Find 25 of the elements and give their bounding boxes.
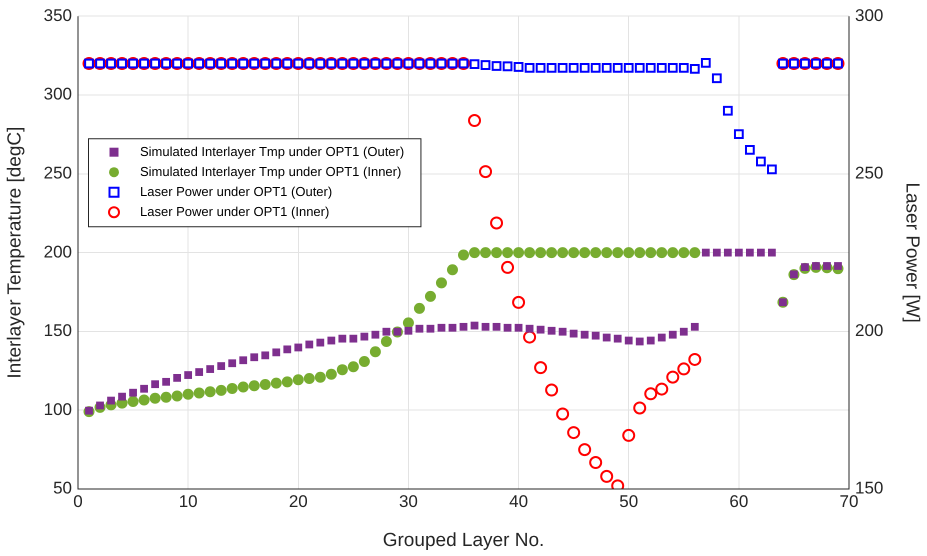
x-tick-label: 60 bbox=[729, 492, 748, 511]
y2-axis-title: Laser Power [W] bbox=[901, 182, 922, 323]
y-tick-label: 350 bbox=[44, 6, 72, 25]
y-tick-label: 300 bbox=[44, 84, 72, 104]
y2-tick-label: 200 bbox=[855, 321, 884, 340]
x-tick-label: 0 bbox=[73, 492, 83, 511]
x-tick-label: 30 bbox=[398, 492, 418, 511]
y2-tick-label: 250 bbox=[855, 163, 884, 182]
x-tick-label: 50 bbox=[619, 492, 638, 511]
x-tick-label: 70 bbox=[840, 492, 858, 511]
y-axis-title: Interlayer Temperature [degC] bbox=[4, 126, 26, 379]
y-tick-label: 150 bbox=[44, 321, 72, 340]
legend-label: Simulated Interlayer Tmp under OPT1 (Outer) bbox=[140, 144, 404, 159]
legend-label: Laser Power under OPT1 (Inner) bbox=[140, 204, 330, 219]
y-tick-label: 50 bbox=[53, 478, 72, 498]
x-tick-label: 20 bbox=[288, 492, 308, 511]
y-tick-label: 100 bbox=[44, 400, 72, 419]
x-tick-label: 40 bbox=[509, 492, 528, 511]
y-tick-label: 200 bbox=[44, 242, 72, 262]
legend-label: Simulated Interlayer Tmp under OPT1 (Inner) bbox=[140, 164, 402, 179]
x-tick-label: 10 bbox=[178, 492, 198, 511]
y2-tick-label: 300 bbox=[855, 6, 884, 25]
y-tick-label: 250 bbox=[44, 163, 72, 182]
legend-label: Laser Power under OPT1 (Outer) bbox=[140, 184, 332, 199]
x-axis-title: Grouped Layer No. bbox=[382, 530, 544, 551]
